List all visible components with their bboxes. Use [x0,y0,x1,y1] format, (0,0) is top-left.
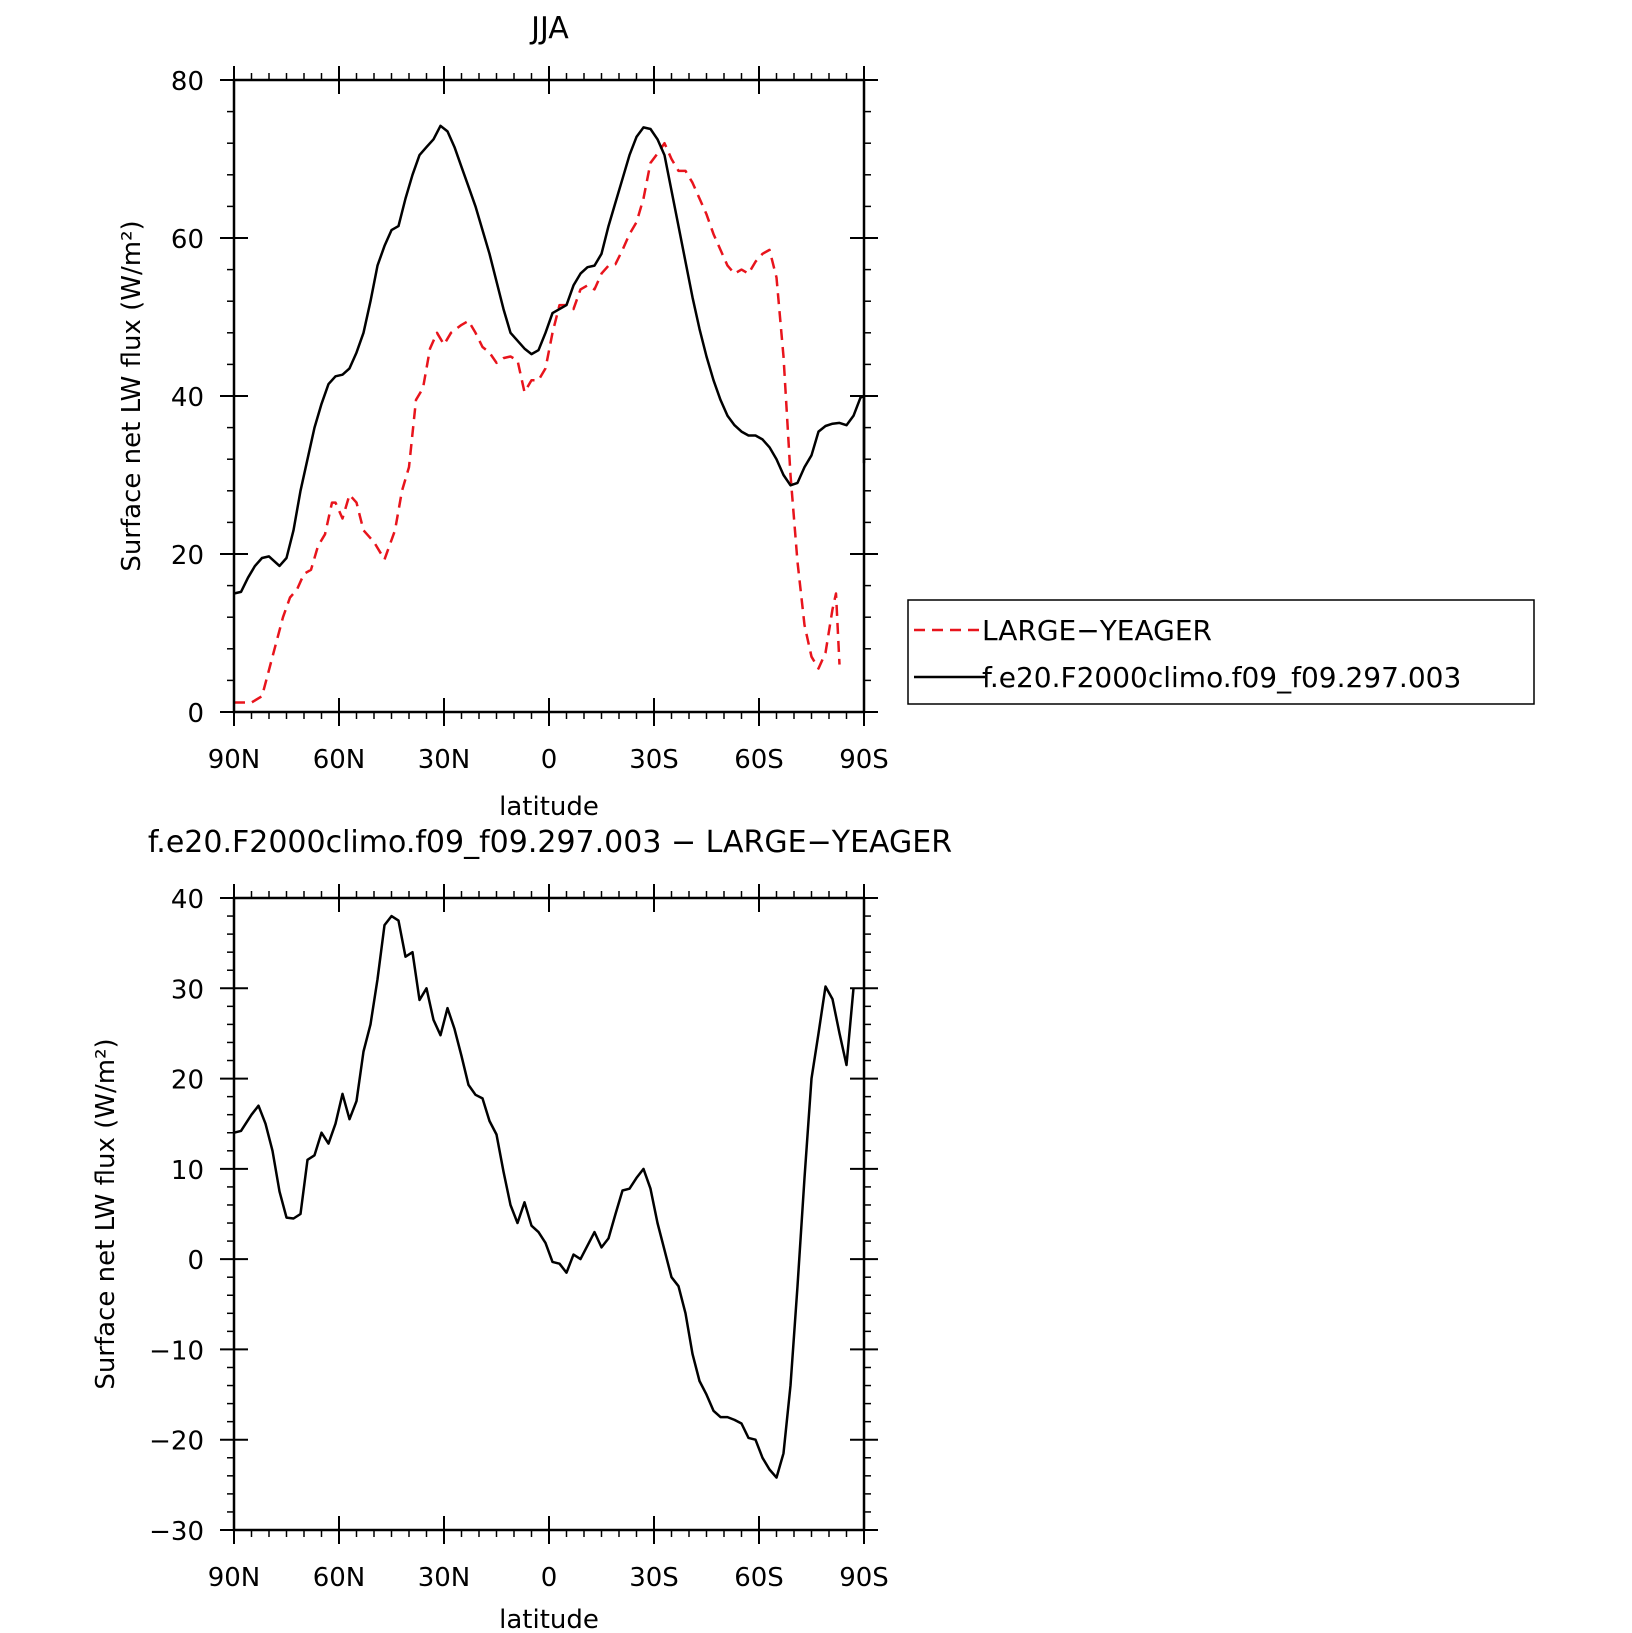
y-tick-label: 20 [171,1066,204,1096]
bottom-panel-series-line-0 [233,914,855,1479]
top-panel-x-axis-label: latitude [499,792,599,822]
x-tick-label: 90N [208,1563,261,1593]
y-tick-label: 10 [171,1156,204,1186]
top-panel-y-axis-label: Surface net LW flux (W/m²) [117,220,147,571]
x-tick-label: 90N [208,745,261,775]
y-tick-label: −10 [149,1336,204,1366]
x-tick-label: 30N [418,1563,471,1593]
y-tick-label: 30 [171,975,204,1005]
legend: LARGE−YEAGER f.e20.F2000climo.f09_f09.29… [907,599,1535,705]
y-tick-label: 0 [187,1246,204,1276]
y-tick-label: 0 [187,699,204,729]
x-tick-label: 30S [629,745,679,775]
y-tick-label: −20 [149,1427,204,1457]
bottom-panel-y-axis-label: Surface net LW flux (W/m²) [91,1038,121,1389]
top-panel-series-line-1 [233,124,866,595]
top-panel: JJA 90N 60N 30N 0 30S 60S 90S 0 20 40 60 80 latitud… [117,11,1535,822]
x-tick-label: 60N [313,1563,366,1593]
bottom-panel-series [233,914,855,1479]
top-panel-series-line-0 [234,141,841,704]
x-tick-label: 30S [629,1563,679,1593]
y-tick-label: −30 [149,1517,204,1547]
x-tick-label: 0 [541,1563,558,1593]
y-tick-label: 80 [171,67,204,97]
legend-box [907,599,1535,705]
y-tick-label: 40 [171,383,204,413]
x-tick-label: 90S [839,745,889,775]
legend-label-large-yeager: LARGE−YEAGER [982,614,1212,647]
x-tick-label: 90S [839,1563,889,1593]
y-tick-label: 60 [171,225,204,255]
top-panel-series [233,124,866,704]
x-tick-label: 60S [734,745,784,775]
y-tick-label: 20 [171,541,204,571]
top-panel-title: JJA [529,11,569,46]
bottom-panel: f.e20.F2000climo.f09_f09.297.003 − LARGE… [91,825,952,1633]
x-tick-label: 60S [734,1563,784,1593]
x-tick-label: 30N [418,745,471,775]
bottom-panel-title: f.e20.F2000climo.f09_f09.297.003 − LARGE… [148,825,952,860]
x-tick-label: 60N [313,745,366,775]
bottom-panel-ticks: 90N 60N 30N 0 30S 60S 90S −30 −20 −10 0 10 20 30 40 [149,884,889,1593]
x-tick-label: 0 [541,745,558,775]
bottom-panel-x-axis-label: latitude [499,1605,599,1633]
y-tick-label: 40 [171,885,204,915]
top-panel-ticks: 90N 60N 30N 0 30S 60S 90S 0 20 40 60 80 [171,66,889,775]
legend-label-model: f.e20.F2000climo.f09_f09.297.003 [982,661,1461,694]
